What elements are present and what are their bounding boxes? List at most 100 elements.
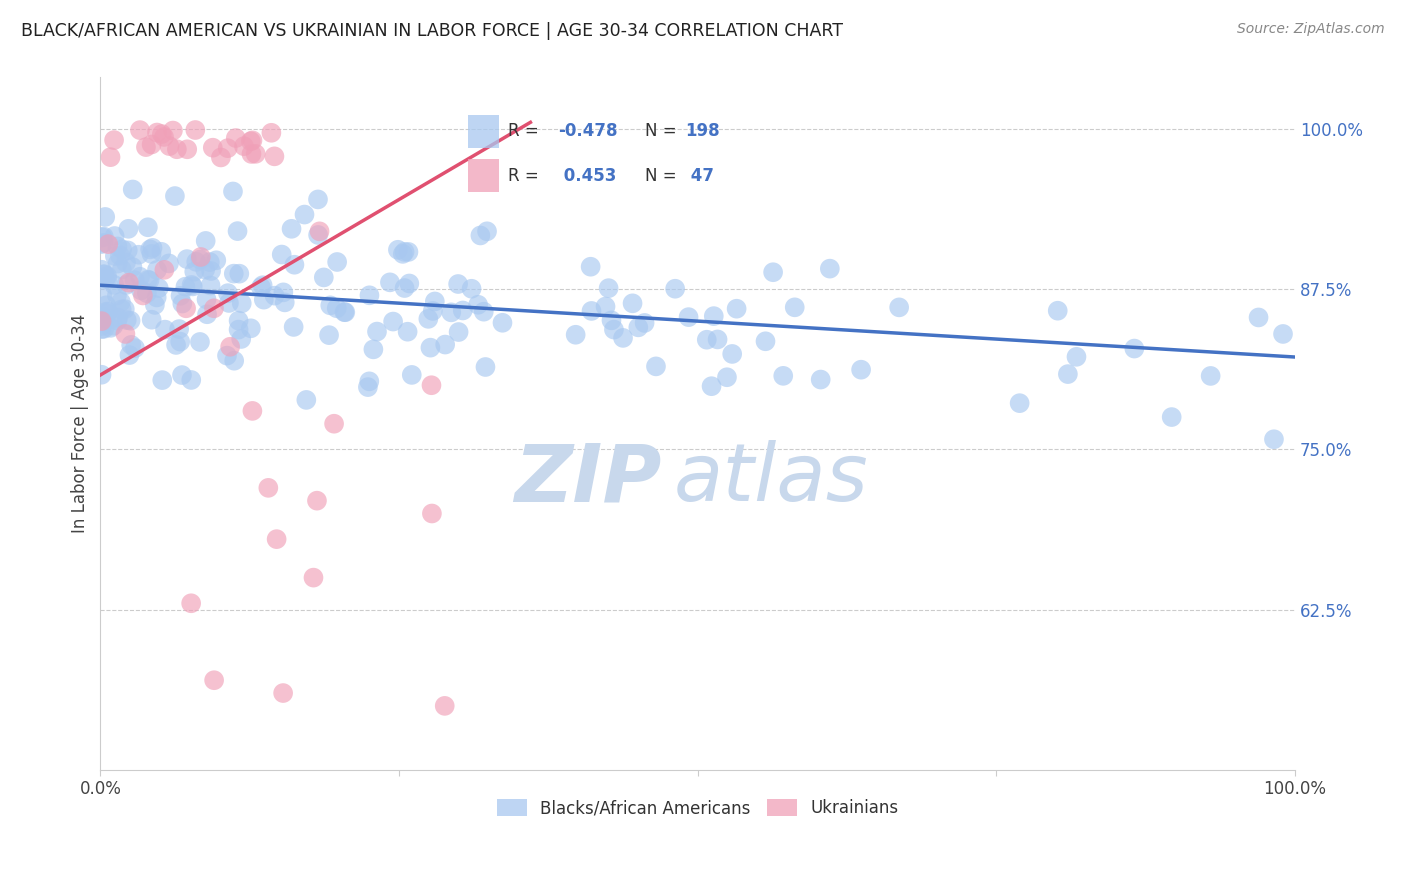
Y-axis label: In Labor Force | Age 30-34: In Labor Force | Age 30-34: [72, 314, 89, 533]
Point: [224, 353, 246, 368]
Point: [302, 571, 325, 585]
Point: [228, 313, 250, 327]
Point: [103, 133, 125, 147]
Point: [217, 141, 239, 155]
Point: [1199, 368, 1222, 383]
Point: [90, 314, 112, 328]
Point: [111, 243, 134, 257]
Point: [90, 237, 112, 252]
Point: [621, 296, 644, 310]
Point: [467, 298, 489, 312]
Point: [312, 270, 335, 285]
Point: [420, 507, 443, 521]
Point: [200, 264, 222, 278]
Point: [333, 305, 356, 319]
Point: [120, 338, 142, 352]
Point: [90, 262, 112, 277]
Point: [162, 123, 184, 137]
Point: [97, 304, 120, 318]
Point: [250, 280, 273, 294]
Point: [201, 141, 224, 155]
Point: [387, 243, 409, 257]
Point: [491, 316, 513, 330]
Point: [1057, 367, 1080, 381]
Point: [419, 341, 441, 355]
Point: [128, 248, 150, 262]
Point: [194, 234, 217, 248]
Point: [180, 373, 202, 387]
Point: [107, 239, 129, 253]
Point: [165, 338, 187, 352]
Point: [141, 312, 163, 326]
Point: [305, 493, 328, 508]
Point: [184, 123, 207, 137]
Point: [1123, 342, 1146, 356]
Point: [810, 373, 832, 387]
Point: [150, 127, 173, 141]
Text: atlas: atlas: [673, 440, 869, 518]
Point: [1160, 410, 1182, 425]
Point: [202, 301, 225, 316]
Point: [148, 281, 170, 295]
Point: [398, 277, 420, 291]
Point: [194, 262, 217, 277]
Point: [91, 230, 114, 244]
Point: [240, 147, 263, 161]
Point: [118, 276, 141, 290]
Point: [150, 373, 173, 387]
Point: [595, 300, 617, 314]
Point: [396, 325, 419, 339]
Point: [103, 318, 125, 333]
Point: [202, 673, 225, 688]
Point: [188, 252, 211, 267]
Point: [136, 273, 159, 287]
Point: [129, 123, 152, 137]
Point: [93, 229, 115, 244]
Point: [96, 306, 118, 320]
Text: ZIP: ZIP: [515, 440, 662, 518]
Point: [231, 296, 253, 310]
Point: [115, 313, 138, 327]
Point: [359, 375, 381, 389]
Point: [226, 224, 249, 238]
Point: [447, 277, 470, 291]
Point: [228, 267, 250, 281]
Point: [263, 149, 285, 163]
Point: [231, 332, 253, 346]
Point: [579, 260, 602, 274]
Point: [150, 244, 173, 259]
Point: [105, 313, 128, 327]
Point: [174, 279, 197, 293]
Point: [1263, 432, 1285, 446]
Point: [183, 264, 205, 278]
Point: [117, 222, 139, 236]
Point: [678, 310, 700, 325]
Point: [598, 281, 620, 295]
Point: [721, 347, 744, 361]
Point: [118, 348, 141, 362]
Point: [581, 304, 603, 318]
Point: [143, 298, 166, 312]
Point: [222, 267, 245, 281]
Point: [91, 310, 114, 324]
Point: [94, 210, 117, 224]
Point: [129, 283, 152, 297]
Point: [228, 322, 250, 336]
Point: [195, 293, 218, 307]
Point: [245, 146, 267, 161]
Legend: Blacks/African Americans, Ukrainians: Blacks/African Americans, Ukrainians: [491, 792, 905, 824]
Point: [772, 368, 794, 383]
Point: [257, 481, 280, 495]
Point: [121, 260, 143, 274]
Point: [136, 220, 159, 235]
Point: [169, 289, 191, 303]
Point: [233, 139, 256, 153]
Point: [198, 255, 221, 269]
Point: [239, 321, 262, 335]
Point: [180, 596, 202, 610]
Point: [1272, 326, 1295, 341]
Point: [170, 368, 193, 382]
Point: [94, 271, 117, 285]
Point: [96, 268, 118, 283]
Point: [141, 137, 163, 152]
